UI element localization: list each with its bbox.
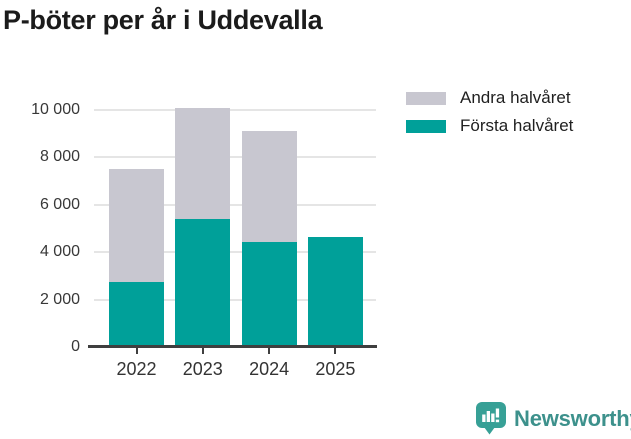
x-axis-tick xyxy=(135,348,138,354)
legend-label-forsta-halvaret: Första halvåret xyxy=(460,116,574,135)
gridline-10000 xyxy=(94,109,376,111)
y-axis-tick-label: 6 000 xyxy=(39,195,80,213)
legend-swatch-andra-halvaret xyxy=(406,91,446,105)
legend-swatch-forsta-halvaret xyxy=(406,119,446,133)
y-axis-tick-label: 10 000 xyxy=(31,101,80,118)
y-axis-tick-label: 0 xyxy=(71,338,80,355)
gridline-2000 xyxy=(94,298,376,301)
newsworthy-logo[interactable]: Newsworthy xyxy=(476,402,631,435)
newsworthy-badge-icon xyxy=(476,402,506,435)
bar-2023-f-rsta-halv-ret xyxy=(175,219,231,347)
chart-title: P-böter per år i Uddevalla xyxy=(3,5,323,35)
gridline-8000 xyxy=(94,156,376,159)
legend-item-forsta-halvaret: Första halvåret xyxy=(406,112,573,140)
x-axis-line xyxy=(88,345,377,348)
y-axis-tick-label: 2 000 xyxy=(39,290,80,308)
gridline-4000 xyxy=(94,251,376,254)
newsworthy-wordmark: Newsworthy xyxy=(514,405,631,431)
bar-2022-f-rsta-halv-ret xyxy=(109,281,164,347)
y-axis-tick-label: 4 000 xyxy=(39,243,80,261)
bar-2024-andra-halv-ret xyxy=(241,131,297,242)
x-axis-tick-label: 2023 xyxy=(182,359,223,379)
legend-label-andra-halvaret: Andra halvåret xyxy=(460,88,571,107)
x-axis-tick-label: 2022 xyxy=(116,359,157,379)
x-axis-tick xyxy=(334,348,337,354)
bar-2023-andra-halv-ret xyxy=(175,107,231,219)
bar-2022-andra-halv-ret xyxy=(109,169,164,282)
legend-item-andra-halvaret: Andra halvåret xyxy=(406,84,573,112)
y-axis-tick-label: 8 000 xyxy=(39,148,80,166)
bar-2024-f-rsta-halv-ret xyxy=(241,241,297,347)
x-axis-tick-label: 2025 xyxy=(315,359,356,379)
bar-2025-f-rsta-halv-ret xyxy=(307,236,363,347)
x-axis-tick xyxy=(201,348,204,354)
legend: Andra halvåret Första halvåret xyxy=(406,84,573,140)
gridline-6000 xyxy=(94,203,376,206)
x-axis-tick-label: 2024 xyxy=(249,359,290,379)
x-axis-tick xyxy=(268,348,271,354)
